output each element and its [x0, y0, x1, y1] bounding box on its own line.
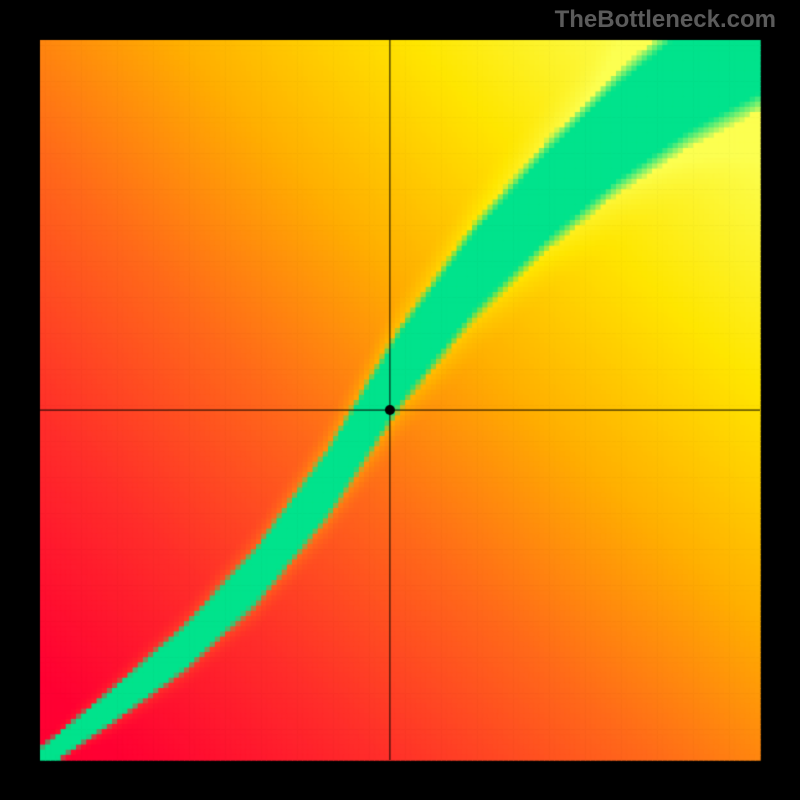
heatmap-canvas — [0, 0, 800, 800]
chart-container: { "attribution": "TheBottleneck.com", "c… — [0, 0, 800, 800]
attribution-text: TheBottleneck.com — [555, 6, 776, 34]
